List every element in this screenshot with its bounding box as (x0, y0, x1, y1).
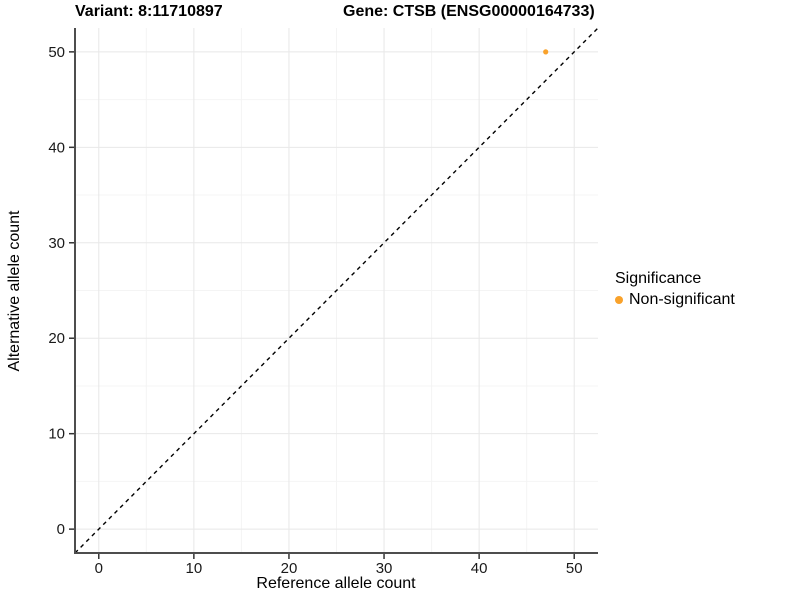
legend-title: Significance (615, 270, 702, 287)
y-tick-label: 40 (48, 139, 65, 156)
x-tick-label: 40 (471, 560, 488, 577)
y-tick-label: 30 (48, 235, 65, 252)
x-tick-label: 10 (186, 560, 203, 577)
identity-reference-line (74, 27, 599, 554)
variant-title: Variant: 8:11710897 (75, 3, 223, 20)
y-tick-label: 0 (57, 521, 65, 538)
legend-item-label: Non-significant (629, 291, 735, 308)
gene-title: Gene: CTSB (ENSG00000164733) (343, 3, 595, 20)
y-tick-label: 20 (48, 330, 65, 347)
legend-item: Non-significant (615, 290, 735, 310)
y-tick-label: 50 (48, 44, 65, 61)
y-axis-title: Alternative allele count (6, 210, 23, 372)
point-marker-icon (615, 296, 623, 304)
legend: Significance Non-significant (615, 269, 735, 310)
x-axis-title: Reference allele count (256, 575, 416, 592)
x-tick-label: 0 (95, 560, 103, 577)
data-point (543, 49, 549, 55)
x-tick-label: 30 (376, 560, 393, 577)
x-tick-label: 20 (281, 560, 298, 577)
x-tick-label: 50 (566, 560, 583, 577)
y-tick-label: 10 (48, 426, 65, 443)
